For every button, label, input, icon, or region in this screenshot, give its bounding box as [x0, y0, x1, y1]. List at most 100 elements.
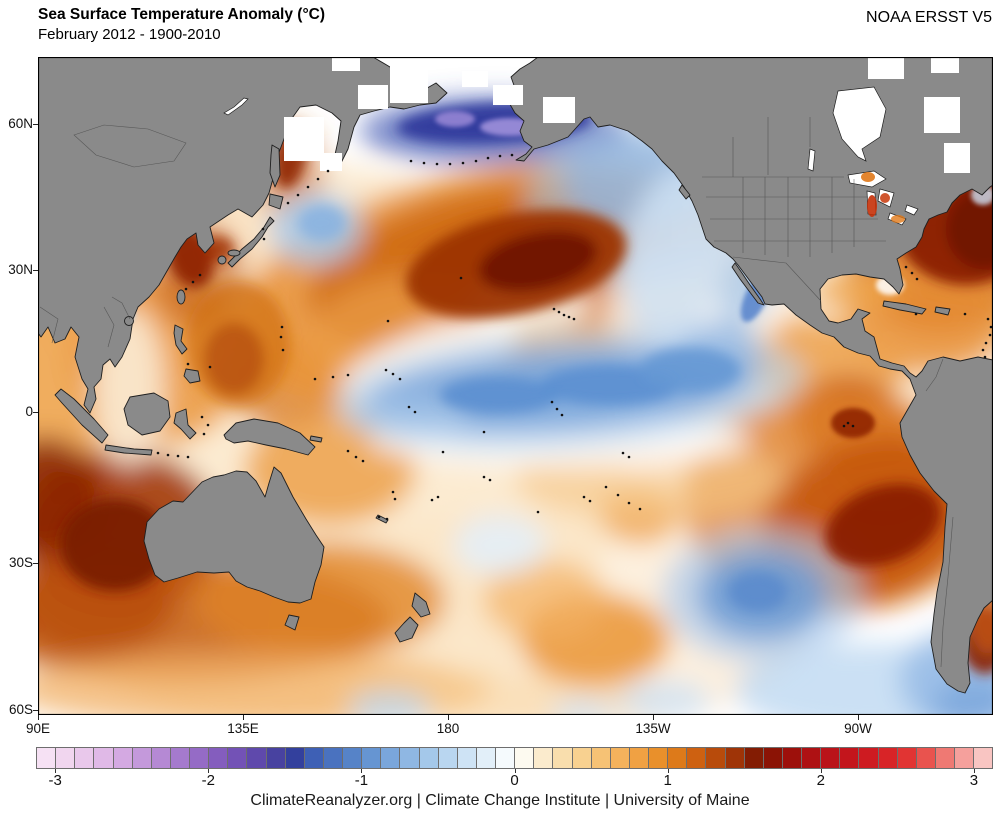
border-us-states-h	[706, 196, 886, 242]
land-nz-south	[394, 616, 419, 643]
island-dot	[904, 265, 908, 269]
colorbar-cell	[706, 748, 726, 768]
colorbar-cell	[553, 748, 573, 768]
colorbar-cell	[496, 748, 516, 768]
colorbar-tick-mark	[361, 769, 363, 773]
island-dot	[346, 449, 350, 453]
lat-tick-mark	[33, 124, 38, 125]
border-canada-provinces	[732, 117, 811, 177]
lat-tick-label: 30S	[8, 555, 33, 570]
island-dot	[482, 475, 486, 479]
colorbar-cell	[629, 748, 649, 768]
lake-ontario	[904, 204, 919, 216]
sea-ice-patch	[390, 63, 428, 103]
lon-tick-label: 90E	[25, 721, 51, 736]
dataset-label: NOAA ERSST V5	[866, 9, 992, 26]
lat-tick-mark	[33, 270, 38, 271]
island-dot	[313, 377, 317, 381]
island-dot	[488, 478, 492, 482]
anomaly-blob	[60, 499, 170, 591]
colorbar-cell	[935, 748, 955, 768]
colorbar-cell	[687, 748, 707, 768]
colorbar-cell	[94, 748, 114, 768]
lon-tick-mark	[243, 715, 244, 720]
sea-ice-patch	[543, 97, 575, 123]
island-dot	[191, 280, 195, 284]
colorbar-tick-label: -3	[48, 772, 62, 789]
border-south-america	[925, 358, 954, 668]
anomaly-blob	[435, 111, 475, 127]
island-dot	[208, 365, 212, 369]
anomaly-blob	[831, 408, 875, 438]
island-dot	[616, 493, 620, 497]
anomaly-blob	[619, 680, 711, 715]
sea-ice-patch	[924, 97, 960, 133]
land-borneo	[123, 392, 171, 436]
island-dot	[391, 490, 395, 494]
island-dot	[398, 377, 402, 381]
sea-ice-patch	[332, 57, 360, 71]
land-hispaniola	[934, 306, 951, 316]
anomaly-blob	[348, 690, 432, 715]
colorbar-cell	[75, 748, 95, 768]
anomaly-blob	[861, 172, 875, 182]
island-dot	[621, 451, 625, 455]
colorbar-cell	[897, 748, 917, 768]
island-dot	[176, 454, 180, 458]
sea-ice-patch	[320, 153, 342, 171]
anomaly-blob	[728, 572, 788, 612]
anomaly-blob	[811, 269, 901, 309]
page-subtitle: February 2012 - 1900-2010	[38, 26, 221, 43]
island-dot	[638, 507, 642, 511]
land-luzon	[173, 324, 188, 355]
island-dot	[306, 185, 310, 189]
island-dot	[281, 348, 285, 352]
island-dot	[200, 415, 204, 419]
island-dots-layer	[156, 153, 993, 521]
island-dot	[627, 501, 631, 505]
island-dot	[286, 201, 290, 205]
anomaly-core-layer	[60, 102, 993, 674]
lat-tick-label: 60N	[8, 116, 33, 131]
island-dot	[280, 325, 284, 329]
land-vancouver-island	[678, 184, 691, 200]
colorbar-cell	[132, 748, 152, 768]
colorbar-cell	[170, 748, 190, 768]
lat-tick-mark	[33, 710, 38, 711]
island-dot	[279, 335, 283, 339]
anomaly-blob	[867, 195, 877, 217]
colorbar-tick-label: -1	[354, 772, 369, 789]
pacific-anomaly-map	[38, 57, 993, 715]
land-taiwan	[176, 289, 186, 305]
island-dot	[166, 453, 170, 457]
colorbar-tick-mark	[514, 769, 516, 773]
island-dot	[202, 432, 206, 436]
border-us-states-v	[742, 177, 855, 257]
island-dot	[842, 424, 846, 428]
sea-ice-patch	[493, 85, 523, 105]
lat-tick-mark	[33, 563, 38, 564]
colorbar-cell	[151, 748, 171, 768]
land-hainan	[124, 316, 134, 326]
island-dot	[984, 341, 988, 345]
island-dot	[331, 375, 335, 379]
island-dot	[550, 400, 554, 404]
lat-tick-label: 30N	[8, 262, 33, 277]
island-dot	[588, 499, 592, 503]
colorbar-cell	[113, 748, 133, 768]
colorbar-tick-label: 1	[663, 772, 672, 789]
map-layers	[38, 57, 993, 715]
island-dot	[557, 310, 561, 314]
colorbar-cell	[878, 748, 898, 768]
anomaly-blob	[880, 193, 890, 203]
island-dot	[448, 162, 452, 166]
colorbar-cell	[285, 748, 305, 768]
colorbar-cell	[381, 748, 401, 768]
sea-ice-layer	[284, 57, 970, 173]
land-kyushu	[217, 255, 227, 265]
anomaly-blob	[891, 215, 905, 223]
island-dot	[604, 485, 608, 489]
colorbar-tick-label: 2	[816, 772, 825, 789]
island-dot	[474, 159, 478, 163]
